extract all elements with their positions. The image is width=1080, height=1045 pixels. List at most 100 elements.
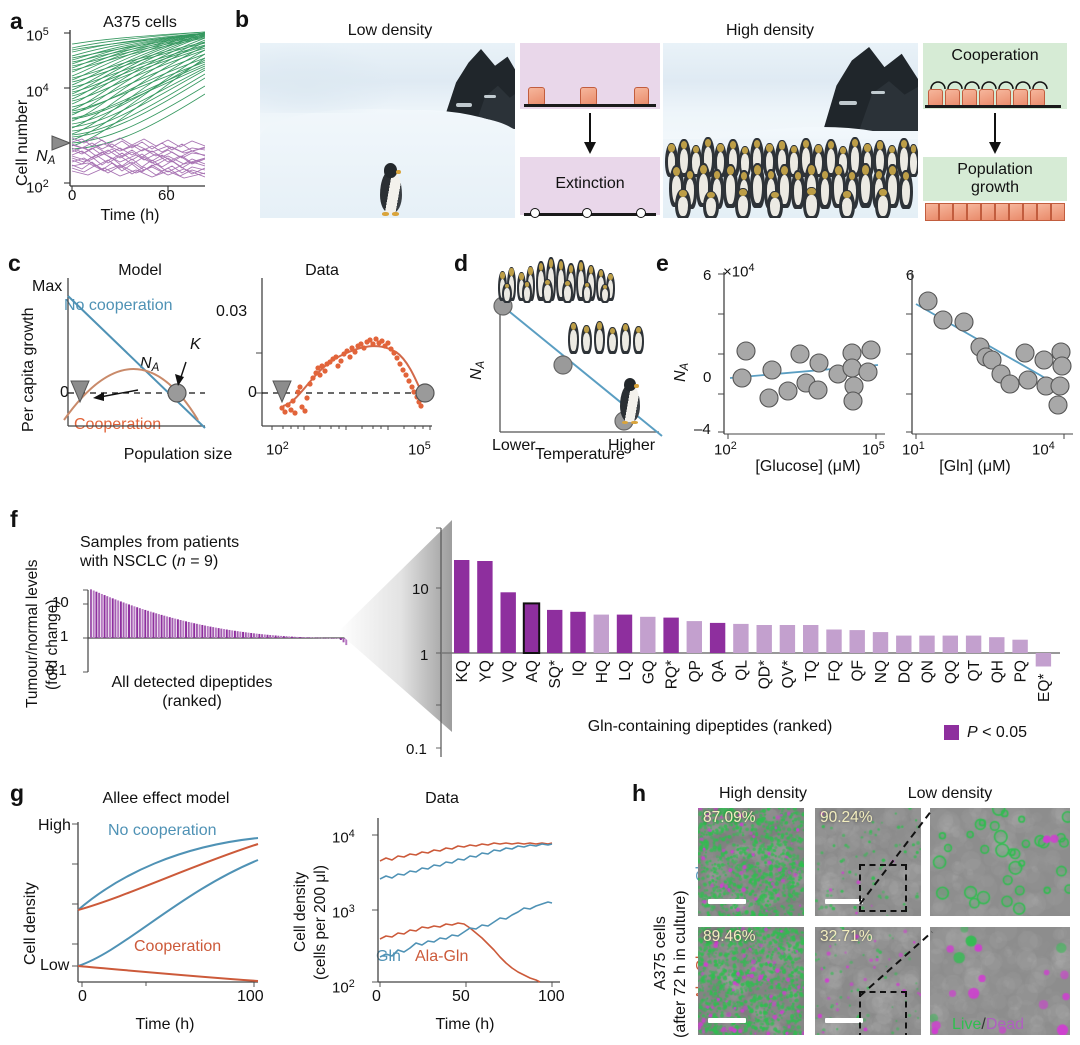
panel-f-inset-xlabel-l1: All detected dipeptides [111,674,273,691]
panel-f-legend: P < 0.05 [944,724,1027,742]
bar-KQ [454,560,470,653]
panel-a-xtick-0: 0 [68,187,77,204]
inset-bar [309,637,312,638]
bar-label-QQ: QQ [943,660,960,684]
panel-h-col-low-density: Low density [907,785,993,802]
bar-QA [709,622,726,653]
panel-d-crowd-large [498,255,618,303]
panel-e-left-xtick-1e2: 102 [714,440,737,459]
panel-d-xlabel: Temperature [535,446,625,463]
penguin-single [380,163,402,216]
legend-live-label: Live [952,1016,982,1033]
legend-separator: / [981,1016,986,1033]
population-growth-label-l1: Population [957,161,1033,178]
bar-label-GQ: GQ [640,660,657,684]
population-growth-label-l2: growth [970,179,1020,196]
inset-bar [163,615,166,638]
panel-e-plots [718,272,1073,439]
viability-gln-low: 90.24% [820,809,873,826]
panel-d-letter: d [454,250,469,276]
panel-e-left-xlabel: [Glucose] (μM) [755,458,861,475]
panel-h-side-label-l1: A375 cells [652,916,669,990]
panel-e-left-xtick-1e5: 105 [862,440,885,459]
inset-bar [138,608,141,638]
bar-VQ [500,592,516,653]
bar-FQ [826,629,842,653]
bar-label-QH: QH [989,660,1006,683]
panel-a-ytick-1e4: 104 [26,82,49,101]
micro-gln-low-zoom [930,808,1070,916]
bar-label-RQ-star: RQ* [664,660,681,689]
low-density-schematic: Extinction [520,43,660,218]
micro-alagln-low: 32.71% [815,927,921,1035]
scalebar-gln-high [708,899,746,904]
panel-e-letter: e [656,250,669,276]
panel-g-legend-alagln: Ala-Gln [415,948,469,965]
inset-bar [95,591,98,638]
panel-g-data-plot [372,818,560,987]
inset-bar [312,637,315,639]
inset-bar [176,619,179,638]
inset-bar [261,634,264,638]
panel-c-xlabel: Population size [123,446,233,463]
inset-bar [168,617,171,638]
inset-bar [277,635,280,638]
panel-b-low-density-title: Low density [347,22,433,39]
inset-bar [299,637,302,638]
inset-bar [106,596,109,638]
inset-bar [128,604,130,638]
panel-a-na-label: NA [36,148,56,167]
panel-c-data-title: Data [305,262,339,279]
micro-alagln-high: 89.46% [698,927,804,1035]
bar-label-QA: QA [710,659,727,682]
inset-bar [117,600,120,638]
down-arrow-high [989,113,1001,154]
panel-f-inset-xlabel-l2: (ranked) [162,693,222,710]
inset-bar [187,621,190,638]
panel-a-letter: a [10,8,23,34]
panel-g-right-ytick-1e4: 104 [332,828,355,847]
bar-label-QP: QP [687,660,704,682]
panel-c-letter: c [8,250,21,276]
panel-c-na-annotation: NA [140,355,160,374]
panel-g-right-ytick-1e2: 102 [332,978,355,997]
panel-f-inset-chart [83,589,350,673]
bar-label-QV-star: QV* [780,660,797,688]
bar-label-QD-star: QD* [757,660,774,689]
inset-bar [190,622,193,638]
panel-g-cooperation-label: Cooperation [134,938,222,955]
legend-p-value-label: P < 0.05 [967,724,1028,741]
panel-f-inset-title-l2: with NSCLC (n = 9) [80,553,219,570]
bar-label-QT: QT [966,659,983,681]
inset-bar [217,628,220,638]
panel-f-zoom-wedge [338,520,452,732]
inset-bar [320,637,323,639]
inset-bar [271,635,274,638]
panel-e-right-xlabel: [Gln] (μM) [939,458,1011,475]
inset-bar [345,638,348,646]
panel-b-letter: b [235,6,250,32]
bar-label-NQ: NQ [873,660,890,683]
inset-bar [198,624,201,638]
bar-DQ [896,635,912,653]
panel-g-right-xtick-100: 100 [538,988,565,1005]
panel-h-legend: Live/Dead [952,1016,1024,1034]
bar-IQ [570,611,586,653]
bar-QD-star [756,625,772,653]
bar-QL [733,623,749,653]
bar-QT [965,635,982,653]
inset-bar [323,637,326,639]
inset-bar [231,630,234,638]
viability-alagln-high: 89.46% [703,928,756,945]
micro-gln-low: 90.24% [815,808,921,916]
inset-bar [171,617,174,638]
inset-bar [100,593,103,638]
inset-bar [185,621,188,638]
panel-e-left-ytick-0: 0 [703,369,712,386]
panel-c-ytick-max: Max [32,278,63,295]
panel-e-left-ytick-6: 6 [703,267,712,284]
inset-bar [334,637,337,639]
panel-c-model-title: Model [118,262,162,279]
inset-bar [342,638,345,643]
